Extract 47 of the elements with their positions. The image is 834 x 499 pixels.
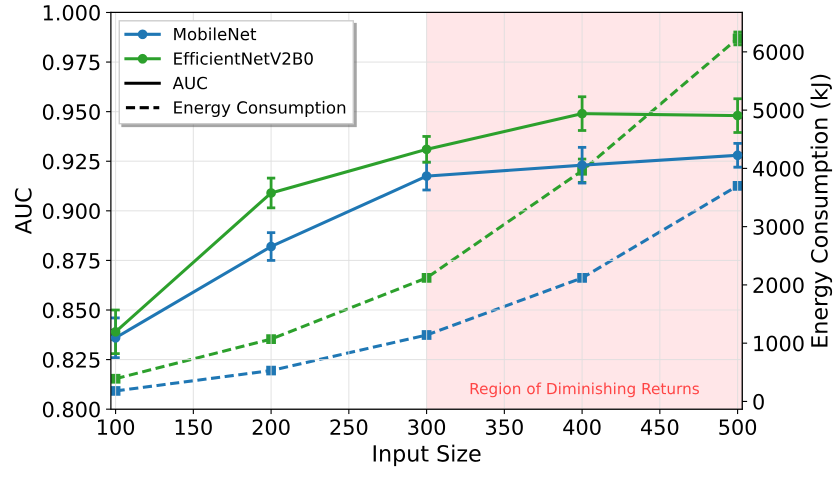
y2-tick-label: 5000: [754, 102, 804, 118]
point: [577, 160, 587, 170]
point: [732, 110, 742, 120]
x-tick-label: 500: [719, 419, 756, 436]
y-tick-label: 0.850: [42, 302, 100, 318]
point: [577, 108, 587, 118]
y2-tick-label: 6000: [753, 44, 804, 60]
y-tick-label: 0.825: [42, 352, 100, 368]
x-axis-title: Input Size: [374, 444, 481, 466]
y-tick-label: 0.800: [42, 402, 100, 418]
y2-tick-label: 2000: [754, 277, 804, 294]
point: [266, 366, 276, 376]
y-tick-label: 0.875: [42, 252, 100, 269]
x-tick-label: 350: [486, 419, 523, 436]
legend-label: MobileNet: [174, 27, 256, 40]
legend-label: Energy Consumption: [174, 100, 346, 117]
x-tick-label: 450: [640, 419, 678, 436]
y-tick-label: 0.900: [42, 203, 100, 220]
band-label: Region of Diminishing Returns: [470, 382, 699, 398]
y-tick-label: 0.975: [42, 54, 100, 70]
y2-tick-label: 1000: [754, 336, 804, 352]
y-tick-label: 1.000: [44, 4, 100, 21]
x-tick-label: 300: [408, 419, 446, 436]
legend-label: EfficientNetV2B0: [174, 52, 313, 65]
point: [422, 171, 432, 181]
y-tick-label: 0.950: [42, 104, 100, 120]
y2-tick-label: 3000: [754, 219, 804, 235]
y-tick-label: 0.925: [42, 154, 100, 170]
point: [422, 330, 432, 340]
x-tick-label: 250: [330, 419, 368, 436]
x-tick-label: 150: [176, 419, 212, 436]
point: [422, 273, 432, 283]
point: [732, 150, 742, 160]
point: [266, 334, 276, 344]
x-tick-label: 100: [98, 419, 134, 436]
y2-tick-label: 4000: [753, 160, 804, 177]
legend-label: AUC: [172, 76, 207, 90]
y-axis-title: AUC: [14, 188, 32, 234]
point: [266, 242, 276, 252]
point: [266, 188, 276, 198]
y2-axis-title: Energy Consumption (kJ): [810, 74, 832, 347]
point: [110, 326, 120, 337]
point: [422, 144, 432, 154]
x-tick-label: 400: [563, 419, 601, 436]
point: [577, 273, 587, 283]
x-tick-label: 200: [252, 419, 290, 436]
y2-tick-label: 0: [753, 394, 764, 410]
